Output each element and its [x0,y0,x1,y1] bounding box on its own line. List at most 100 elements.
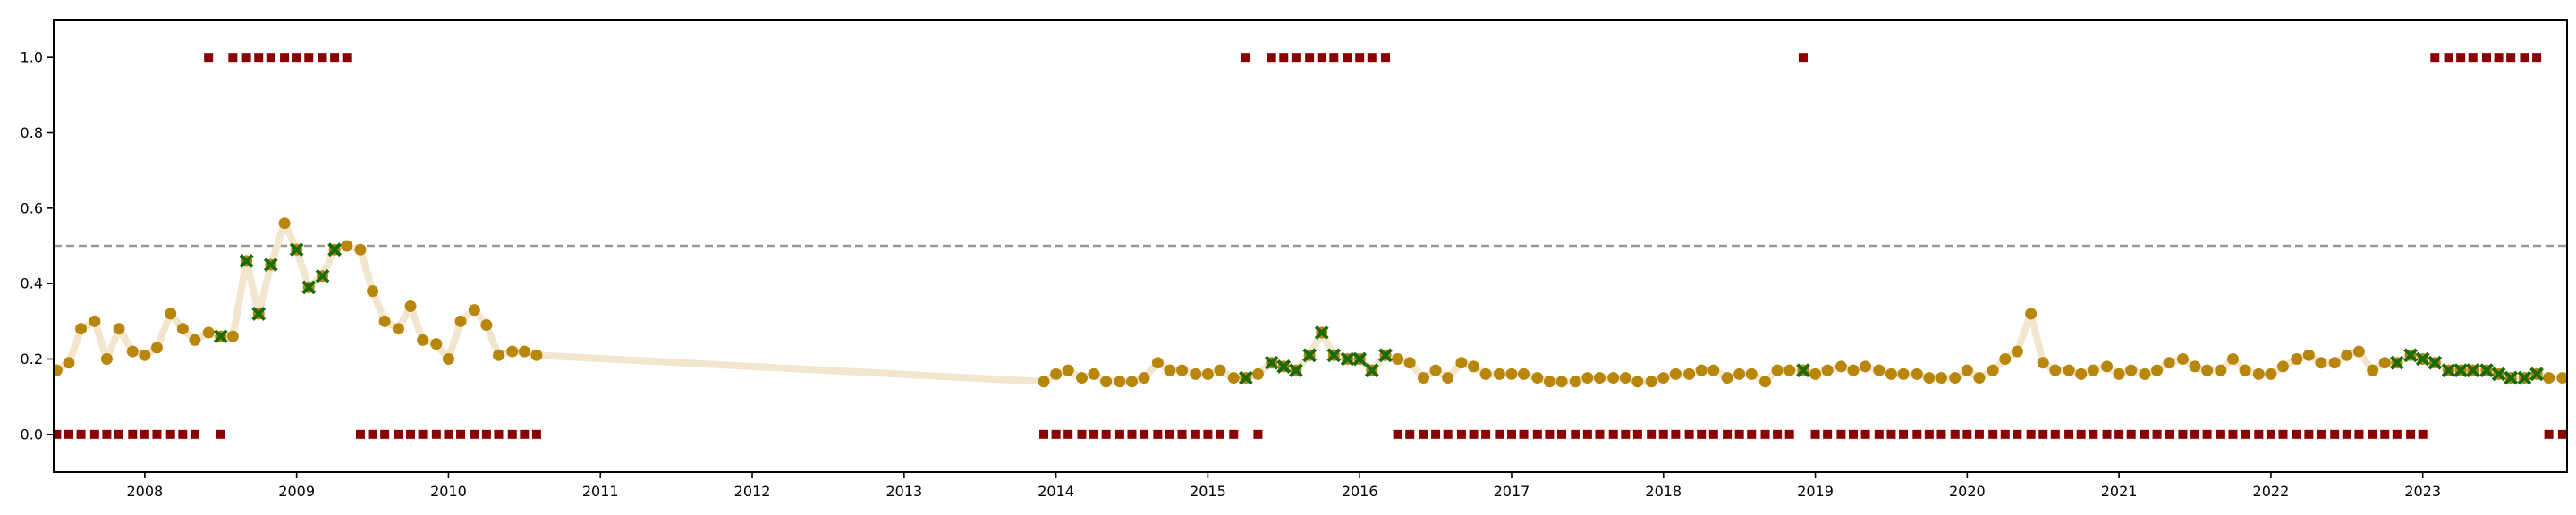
score-point [1733,367,1746,380]
score-point [1949,372,1962,384]
score-point [2025,308,2038,320]
label-point [1723,429,1733,439]
score-point [189,333,201,346]
score-point [1114,376,1126,388]
score-point [1151,357,1164,369]
label-point [368,429,377,439]
label-point [418,429,428,439]
score-point [1543,376,1555,388]
score-point [2226,353,2239,365]
score-point [378,315,391,327]
anomaly-point [327,242,343,258]
score-point [1607,372,1620,384]
score-point [202,326,215,339]
score-point [176,323,189,335]
score-point [1429,364,1442,376]
label-point [2050,429,2060,439]
label-point [1708,429,1718,439]
score-point [2139,367,2151,380]
label-markers [54,53,2567,439]
label-point [2202,429,2212,439]
score-point [1745,367,1758,380]
label-point [1595,429,1605,439]
score-point [430,338,443,350]
label-point [152,429,162,439]
label-point [2468,53,2478,63]
label-point [2190,429,2200,439]
label-point [114,429,124,439]
anomaly-point [2428,355,2443,370]
score-point [2265,367,2277,380]
label-point [1367,53,1377,63]
label-point [1051,429,1061,439]
label-point [431,429,441,439]
label-point [2089,429,2098,439]
label-point [531,429,541,439]
score-point [530,349,543,361]
label-point [292,53,301,63]
label-point [2368,429,2377,439]
anomaly-markers [213,242,2544,385]
label-point [1267,53,1276,63]
label-point [1608,429,1618,439]
x-tick-label: 2010 [430,483,467,500]
anomaly-point [1378,348,1393,363]
label-point [2444,53,2453,63]
label-point [242,53,251,63]
anomaly-point [2529,367,2544,382]
score-point [1911,367,1923,380]
label-point [318,53,327,63]
label-point [1443,429,1453,439]
label-point [140,429,149,439]
anomaly-point [2517,370,2532,385]
x-tick-label: 2021 [2101,483,2138,500]
label-point [1810,429,1820,439]
label-point [1063,429,1073,439]
score-point [1771,364,1784,376]
score-point [1645,376,1657,388]
score-point [1759,376,1772,388]
score-point [492,349,504,361]
label-point [2278,429,2288,439]
score-point [2341,349,2353,361]
score-point [1873,364,1885,376]
label-point [2000,429,2010,439]
label-point [1456,429,1466,439]
anomaly-point [263,258,278,272]
label-point [1381,53,1391,63]
label-point [1784,429,1794,439]
score-point [89,315,101,327]
anomaly-point [2415,351,2430,367]
score-point [2239,364,2251,376]
label-point [1077,429,1087,439]
anomaly-point [239,253,254,268]
label-point [128,429,138,439]
anomaly-point [1264,355,1279,370]
score-point [150,342,163,354]
x-tick-label: 2019 [1797,483,1834,500]
score-point [1987,364,1999,376]
score-point [2328,357,2341,369]
label-point [1647,429,1657,439]
label-point [2392,429,2402,439]
score-point [1569,376,1581,388]
score-point [1190,367,1202,380]
anomaly-point [213,329,228,344]
label-point [1798,53,1808,63]
label-point [1836,429,1846,439]
label-point [2456,53,2466,63]
score-point [1062,364,1074,376]
anomaly-point [1276,359,1292,374]
anomaly-point [2403,348,2419,363]
score-point [2215,364,2227,376]
score-point [2291,353,2303,365]
score-point [2189,360,2201,373]
label-point [2380,429,2390,439]
score-point [2087,364,2099,376]
label-point [1950,429,1960,439]
score-point [518,345,530,358]
label-point [76,429,86,439]
label-point [64,429,73,439]
y-tick-label: 0.6 [21,199,43,216]
label-point [1203,429,1213,439]
